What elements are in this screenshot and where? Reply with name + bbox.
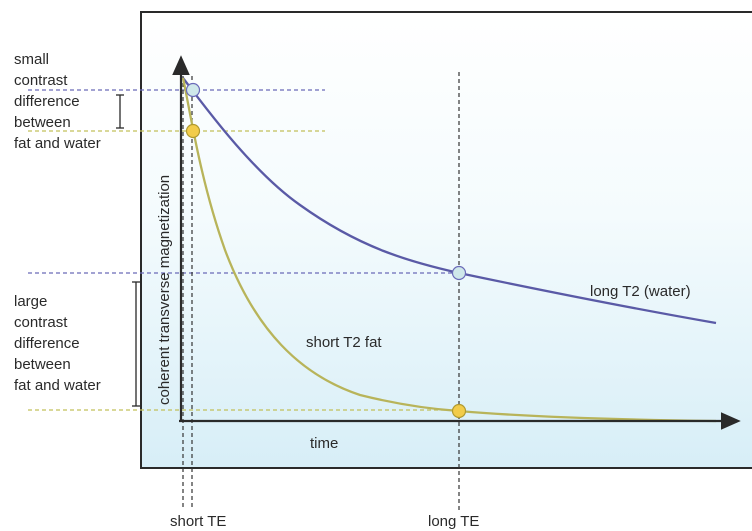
short-te-label: short TE xyxy=(170,513,226,530)
large-contrast-line-2: difference xyxy=(14,335,80,352)
water-short-te-marker xyxy=(185,82,201,98)
water-decay-curve xyxy=(182,77,717,325)
fat-short-te-marker xyxy=(185,123,201,139)
small-contrast-line-3: between xyxy=(14,114,71,131)
large-contrast-line-0: large xyxy=(14,293,47,310)
x-axis-label: time xyxy=(310,435,338,452)
plot-frame xyxy=(140,11,752,469)
small-contrast-line-1: contrast xyxy=(14,72,68,89)
fat-long-te-marker xyxy=(451,403,467,419)
water-long-te-marker xyxy=(451,265,467,281)
y-axis-label: coherent transverse magnetization xyxy=(156,175,173,405)
small-contrast-line-4: fat and water xyxy=(14,135,101,152)
fat-curve-label: short T2 fat xyxy=(306,334,382,351)
small-contrast-line-2: difference xyxy=(14,93,80,110)
long-te-label: long TE xyxy=(428,513,479,530)
large-contrast-line-4: fat and water xyxy=(14,377,101,394)
small-contrast-line-0: small xyxy=(14,51,49,68)
water-curve-label: long T2 (water) xyxy=(590,283,691,300)
large-contrast-label: large contrast difference between fat an… xyxy=(14,293,101,394)
small-contrast-label: small contrast difference between fat an… xyxy=(14,51,101,152)
fat-decay-curve xyxy=(181,77,717,423)
large-contrast-line-1: contrast xyxy=(14,314,68,331)
large-contrast-line-3: between xyxy=(14,356,71,373)
